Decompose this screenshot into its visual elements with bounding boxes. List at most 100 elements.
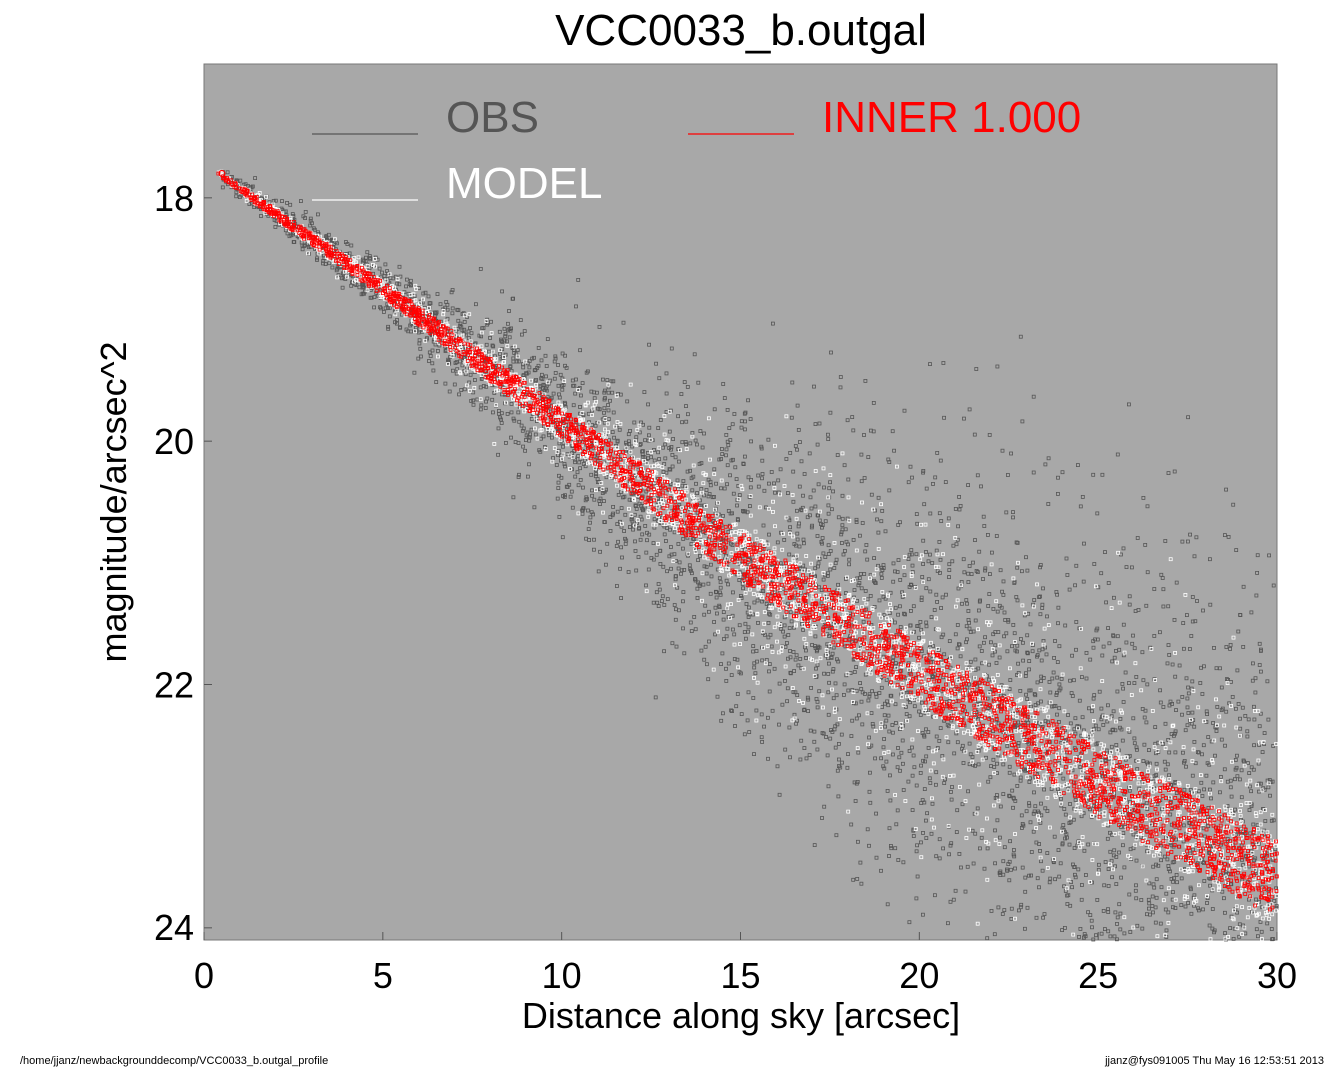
- obs-point: [499, 417, 503, 422]
- obs-point: [703, 644, 708, 649]
- obs-point: [967, 564, 972, 568]
- obs-point: [605, 541, 610, 546]
- obs-point: [423, 290, 428, 295]
- obs-point: [1107, 641, 1112, 646]
- obs-point: [1109, 744, 1114, 749]
- obs-point: [791, 690, 796, 694]
- obs-point: [658, 418, 663, 422]
- obs-point: [394, 321, 399, 326]
- obs-point: [1189, 911, 1194, 916]
- obs-point: [727, 426, 732, 431]
- obs-point: [911, 604, 916, 609]
- obs-point: [676, 542, 681, 546]
- obs-point: [1005, 649, 1010, 654]
- obs-point: [933, 893, 937, 898]
- obs-point: [987, 677, 991, 682]
- obs-point: [986, 779, 991, 784]
- obs-point: [1193, 619, 1198, 624]
- obs-point: [667, 429, 672, 434]
- obs-point: [517, 472, 521, 477]
- obs-point: [853, 799, 858, 803]
- obs-point: [418, 346, 423, 351]
- obs-point: [918, 620, 923, 624]
- obs-point: [1245, 729, 1250, 734]
- obs-point: [804, 756, 809, 761]
- obs-point: [662, 532, 667, 537]
- obs-point: [1095, 511, 1100, 516]
- obs-point: [511, 495, 516, 500]
- obs-point: [915, 521, 920, 526]
- obs-point: [454, 360, 459, 365]
- obs-point: [490, 343, 495, 348]
- obs-point: [706, 477, 711, 482]
- obs-point: [874, 811, 878, 816]
- obs-point: [1128, 930, 1133, 934]
- obs-point: [503, 440, 508, 445]
- obs-point: [383, 262, 388, 267]
- obs-point: [1158, 921, 1163, 926]
- obs-point: [792, 669, 796, 673]
- obs-point: [576, 454, 580, 459]
- obs-point: [937, 837, 942, 842]
- obs-point: [1106, 581, 1111, 585]
- obs-point: [793, 657, 798, 662]
- obs-point: [1060, 928, 1064, 932]
- obs-point: [395, 281, 400, 286]
- obs-point: [592, 497, 597, 502]
- obs-point: [1103, 927, 1107, 931]
- obs-point: [681, 546, 685, 551]
- obs-point: [891, 579, 896, 584]
- obs-point: [1223, 931, 1227, 935]
- obs-point: [817, 421, 822, 426]
- obs-point: [580, 381, 585, 386]
- obs-point: [1185, 723, 1190, 728]
- obs-point: [503, 401, 508, 406]
- obs-point: [898, 604, 902, 609]
- obs-point: [713, 605, 718, 610]
- obs-point: [1037, 595, 1041, 599]
- obs-point: [624, 442, 629, 447]
- obs-point: [840, 516, 845, 521]
- obs-point: [381, 309, 386, 314]
- obs-point: [654, 552, 659, 557]
- obs-point: [1106, 910, 1111, 914]
- obs-point: [610, 390, 615, 395]
- obs-point: [670, 641, 675, 646]
- obs-point: [1174, 873, 1179, 877]
- obs-point: [594, 472, 598, 477]
- obs-point: [862, 476, 867, 480]
- obs-point: [1082, 541, 1086, 546]
- obs-point: [1135, 747, 1139, 752]
- obs-point: [499, 421, 504, 425]
- obs-point: [961, 557, 966, 562]
- obs-point: [985, 936, 990, 941]
- obs-point: [1223, 743, 1227, 748]
- obs-point: [1104, 748, 1109, 753]
- obs-point: [1257, 724, 1262, 729]
- obs-point: [606, 403, 610, 407]
- obs-point: [1106, 626, 1110, 630]
- obs-point: [499, 411, 504, 416]
- obs-point: [966, 580, 971, 584]
- obs-point: [1077, 935, 1081, 939]
- obs-point: [1224, 709, 1229, 714]
- obs-point: [894, 822, 899, 827]
- obs-point: [543, 353, 548, 358]
- obs-point: [955, 646, 960, 651]
- obs-point: [500, 347, 505, 352]
- obs-point: [693, 438, 698, 443]
- obs-point: [794, 653, 799, 658]
- obs-point: [674, 607, 678, 612]
- obs-point: [1215, 705, 1220, 709]
- obs-point: [516, 475, 521, 479]
- obs-point: [788, 450, 793, 455]
- obs-point: [220, 185, 225, 190]
- obs-point: [1164, 891, 1169, 896]
- obs-point: [1181, 621, 1186, 625]
- obs-point: [1169, 800, 1173, 804]
- obs-point: [993, 828, 997, 833]
- obs-point: [511, 416, 516, 421]
- obs-point: [965, 864, 970, 869]
- obs-point: [751, 649, 755, 654]
- obs-point: [1253, 690, 1258, 695]
